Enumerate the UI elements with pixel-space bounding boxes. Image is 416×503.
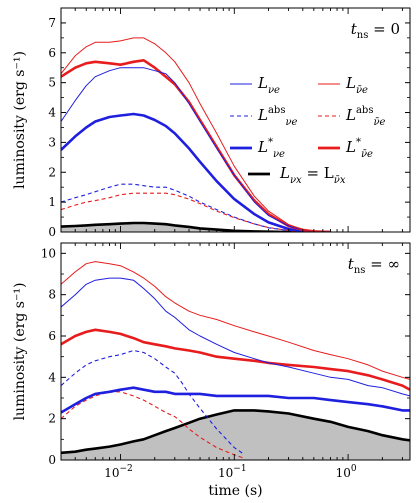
y-tick-label: 6 [48,46,56,60]
y-tick-label-part: 6 [48,46,56,60]
legend-label-Lanue-part: L [345,74,356,92]
legend-label-Lnue-part: L [257,74,268,92]
y-axis-label: luminosity (erg s⁻¹) [12,283,28,421]
y-tick-label-part: 3 [48,135,56,149]
series-line-Lanue_star [61,328,410,391]
y-tick-label: 6 [48,329,56,343]
panel-label-part: = ∞ [365,255,400,273]
legend-label-Lanue_abs-part: abs [356,105,374,116]
series-line-Lanue_abs [61,391,244,459]
plot-area [61,37,331,232]
x-tick-label: 10−1 [218,464,247,480]
legend-label-Lnux-part: ν̄x [334,175,346,186]
legend-label-Lnue_star-part: L [257,138,268,156]
legend-label-Lnue_abs-part: abs [268,105,286,116]
series-line-Lanue_abs [61,192,331,232]
legend-label-Lnux-part: νx [290,175,302,186]
y-tick-label-part: 2 [48,165,56,179]
legend-label-Lanue_star-part: L [345,138,356,156]
y-tick-label: 2 [48,412,56,426]
x-tick-label-part: −1 [233,464,246,474]
legend-label-Lnue_star-part: * [268,137,273,148]
y-tick-label: 0 [48,453,56,467]
y-tick-label-part: 6 [48,329,56,343]
legend-label-Lanue_abs-part: L [345,106,356,124]
y-tick-label-part: 0 [48,453,56,467]
plot-area [61,261,410,460]
panel-label-part: = 0 [368,20,400,38]
series-line-Lnux [61,409,410,455]
y-tick-label: 3 [48,135,56,149]
panel-label-part: t [351,20,358,38]
x-tick-label: 10−2 [104,464,133,480]
y-tick-label: 7 [48,16,56,30]
axes-frame [60,242,411,461]
y-tick-label: 8 [48,288,56,302]
legend-label-Lnux-part: = L [302,164,334,182]
y-tick-label-part: 1 [48,195,56,209]
x-axis-label: time (s) [208,483,262,499]
series-line-Lnux [61,221,303,232]
panel-label: tns = 0 [351,20,400,41]
legend-label-Lanue_star-part: * [356,137,361,148]
x-tick-label-part: −2 [120,464,133,474]
series-line-Lanue_star [61,59,331,232]
y-axis-label: luminosity (erg s⁻¹) [12,51,28,189]
x-tick-label-part: 10 [218,466,233,480]
legend-label-Lnue_abs-part: L [257,106,268,124]
series-fill-Lnux [61,223,303,232]
legend-label-Lnue: Lνe [257,74,280,96]
legend-label-Lnue_star-part: νe [273,149,285,160]
y-tick-label-part: 8 [48,288,56,302]
legend-label-Lanue_star-part: ν̄e [361,149,373,160]
panel-label-part: t [348,255,355,273]
panel-label-part: ns [354,265,366,276]
series-line-Lanue [61,37,331,232]
y-tick-label: 1 [48,195,56,209]
y-tick-label: 4 [48,370,56,384]
series-line-Lnue_star [61,386,410,414]
y-tick-label-part: 10 [41,246,56,260]
panel-label-part: ns [357,30,369,41]
y-tick-label-part: 4 [48,106,56,120]
y-tick-label-part: 0 [48,225,56,239]
y-tick-label-part: 5 [48,76,56,90]
panel-label: tns = ∞ [348,255,400,276]
series-line-Lnue_star [61,112,331,232]
y-tick-label: 5 [48,76,56,90]
axes-frame [60,7,411,233]
series-line-Lnue [61,67,331,232]
legend-label-Lnux-part: L [279,164,290,182]
y-tick-label: 2 [48,165,56,179]
y-tick-label-part: 7 [48,16,56,30]
legend-label-Lnue-part: νe [268,85,280,96]
series-fill-Lnux [61,410,410,460]
legend-label-Lnue_abs: Labsνe [257,105,298,128]
series-line-Lanue [61,261,410,380]
series-line-Lnue_abs [61,349,244,455]
legend-label-Lnue_abs-part: νe [285,117,297,128]
y-tick-label: 10 [41,246,56,260]
x-tick-label-part: 10 [336,466,351,480]
x-tick-label-part: 10 [104,466,119,480]
y-tick-label: 0 [48,225,56,239]
x-tick-label: 100 [336,464,357,480]
x-tick-label-part: 0 [351,464,357,474]
legend-label-Lanue_star: L*ν̄e [345,137,373,160]
legend-label-Lanue-part: ν̄e [356,85,368,96]
legend-label-Lanue_abs-part: ν̄e [373,117,385,128]
series-line-Lnue [61,277,410,397]
legend-label-Lanue_abs: Labsν̄e [345,105,386,128]
y-tick-label: 4 [48,106,56,120]
y-tick-label-part: 2 [48,412,56,426]
series-line-Lnue_abs [61,183,331,232]
y-tick-label-part: 4 [48,370,56,384]
legend-label-Lnux: Lνx = Lν̄x [279,164,346,186]
legend-label-Lanue: Lν̄e [345,74,368,96]
legend-label-Lnue_star: L*νe [257,137,285,160]
